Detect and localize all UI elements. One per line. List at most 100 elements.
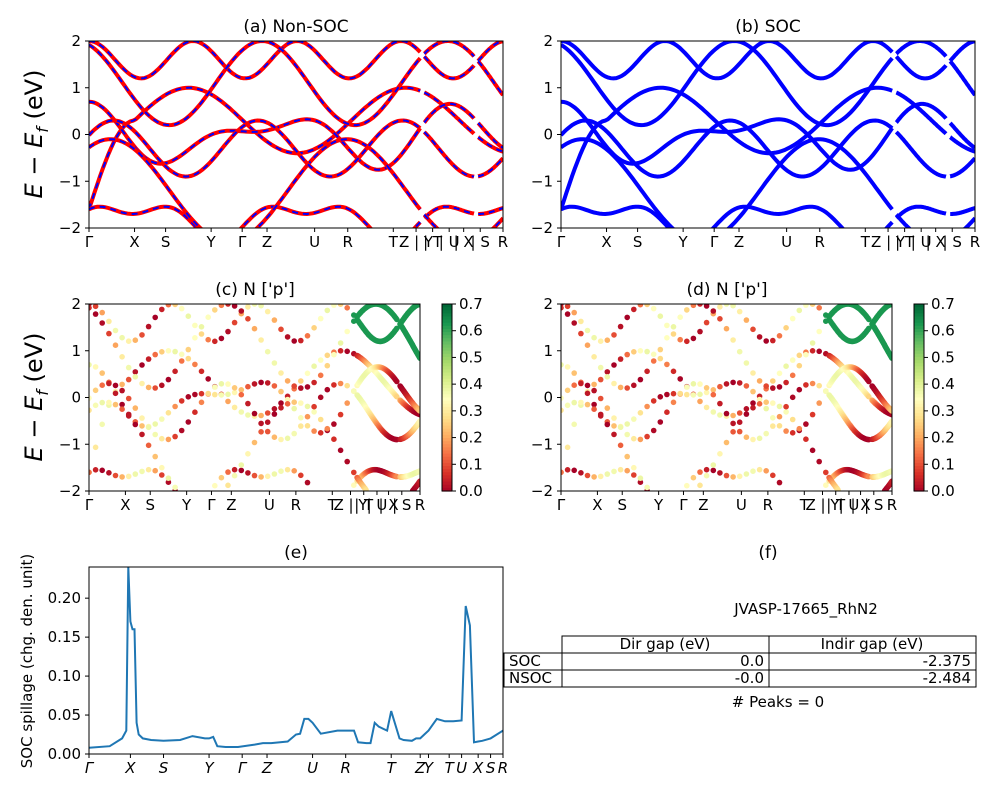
d-projection-point xyxy=(789,357,796,363)
c-projection-point xyxy=(106,330,112,337)
c-projection-point xyxy=(125,338,132,345)
c-projection-point xyxy=(145,466,152,473)
d-projection-point xyxy=(816,382,822,389)
c-projection-point xyxy=(165,410,172,416)
c-projection-point xyxy=(172,304,178,308)
b-band-line xyxy=(895,90,948,136)
colorbar-segment xyxy=(914,400,924,405)
c-projection-point xyxy=(284,334,291,340)
colorbar-segment xyxy=(914,347,924,352)
d-projection-point xyxy=(717,304,723,310)
colorbar-segment xyxy=(914,360,924,364)
panel-c-title: (c) N ['p'] xyxy=(215,280,295,300)
c-projection-point xyxy=(125,413,132,419)
d-projection-point xyxy=(710,391,717,398)
colorbar-segment xyxy=(442,375,452,380)
d-projection-point xyxy=(591,334,597,341)
colorbar-segment xyxy=(914,310,924,314)
panel-d-xtick-label: R xyxy=(763,496,773,514)
d-projection-point xyxy=(809,304,816,307)
panel-c-xtick-label: Γ xyxy=(85,496,94,514)
colorbar-tick-label: 0.4 xyxy=(931,375,955,393)
c-projection-point xyxy=(337,380,344,387)
b-band-line xyxy=(894,130,947,179)
d-projection-point xyxy=(611,415,617,421)
c-projection-point xyxy=(284,378,291,384)
c-projection-point xyxy=(132,374,139,380)
c-projection-point xyxy=(258,337,264,343)
c-projection-point xyxy=(394,393,400,400)
c-projection-point xyxy=(185,355,192,362)
d-projection-point xyxy=(770,472,776,479)
c-projection-point xyxy=(251,381,258,387)
c-projection-point xyxy=(344,305,351,311)
c-projection-point xyxy=(344,382,351,389)
panel-d-xtick-label: R xyxy=(887,496,897,514)
d-projection-point xyxy=(743,406,750,412)
b-band-line xyxy=(561,204,894,228)
a-band-line xyxy=(476,41,503,63)
d-projection-point xyxy=(597,364,604,371)
d-projection-point xyxy=(776,384,783,390)
d-projection-point xyxy=(584,401,591,408)
c-projection-point xyxy=(125,364,132,371)
d-projection-point xyxy=(637,410,644,416)
panel-c-colorbar: 0.7 0.6 0.5 0.4 0.3 0.2 0.1 0.0 xyxy=(441,295,483,500)
colorbar-segment xyxy=(442,378,452,383)
c-projection-point xyxy=(304,370,311,377)
panel-c-xtick-label: R xyxy=(291,496,301,514)
d-projection-point xyxy=(789,416,796,423)
panel-a-xtick-label: Γ xyxy=(85,233,94,251)
c-projection-point xyxy=(278,400,284,406)
colorbar-segment xyxy=(914,434,924,439)
d-projection-point xyxy=(564,444,571,451)
colorbar-segment xyxy=(914,388,924,392)
c-projection-point xyxy=(132,337,139,344)
b-band-line xyxy=(962,216,975,228)
c-projection-point xyxy=(172,368,178,375)
d-projection-point xyxy=(624,453,630,460)
d-projection-point xyxy=(604,405,611,411)
d-projection-point xyxy=(624,467,630,474)
d-projection-point xyxy=(631,349,637,355)
c-projection-point xyxy=(311,325,317,331)
panel-a-xtick-label: R xyxy=(343,233,353,251)
d-projection-point xyxy=(611,362,617,368)
panel-d-xtick-label: S xyxy=(617,496,627,514)
c-projection-point xyxy=(132,405,139,411)
d-projection-point xyxy=(664,409,670,416)
colorbar-segment xyxy=(914,353,924,358)
d-projection-point xyxy=(717,451,723,457)
c-projection-point xyxy=(172,348,178,355)
d-projection-point xyxy=(723,439,730,446)
d-projection-point xyxy=(809,447,816,454)
c-projection-point xyxy=(264,428,271,435)
d-projection-point xyxy=(776,403,783,410)
d-projection-point xyxy=(617,442,624,449)
c-projection-point xyxy=(337,411,344,418)
d-projection-point xyxy=(889,304,892,307)
colorbar-segment xyxy=(914,335,924,339)
band-ylabel-middle: E − Ef (eV) xyxy=(20,333,52,462)
d-projection-point xyxy=(561,305,564,311)
c-projection-point xyxy=(132,369,139,375)
table-row-nsoc-indir xyxy=(768,669,977,688)
colorbar-segment xyxy=(442,403,452,408)
colorbar-segment xyxy=(442,400,452,405)
d-projection-point xyxy=(736,348,743,355)
a-band-line xyxy=(422,55,476,81)
d-projection-point xyxy=(631,382,637,389)
colorbar-segment xyxy=(914,363,924,367)
d-projection-point xyxy=(789,430,796,436)
d-projection-point xyxy=(637,304,644,308)
panel-d-ytick-label: −2 xyxy=(531,482,553,500)
colorbar-segment xyxy=(914,328,924,333)
panel-e-xtick-label: Z xyxy=(261,759,273,777)
c-projection-point xyxy=(245,316,251,322)
material-label: JVASP-17665_RhN2 xyxy=(733,600,878,619)
panel-b-plot-area xyxy=(561,41,975,228)
d-projection-point xyxy=(637,475,644,482)
colorbar-tick-label: 0.5 xyxy=(931,348,955,366)
d-projection-point xyxy=(611,380,617,387)
